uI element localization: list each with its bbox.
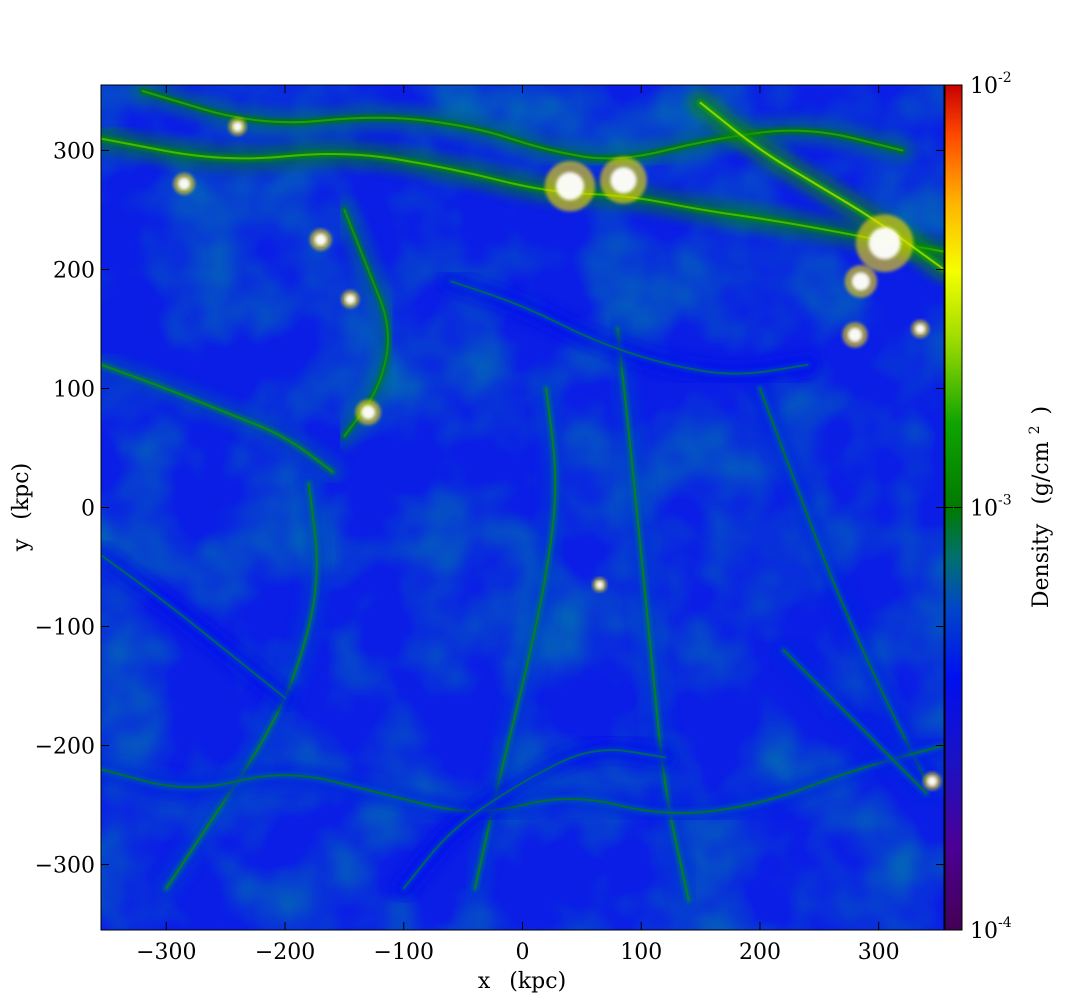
- clump-core-0: [555, 172, 584, 201]
- x-tick-label: −300: [136, 940, 196, 965]
- colorbar-label-field: Density: [1029, 523, 1054, 608]
- colorbar: 10-4 10-3 10-2 Density (g/cm 2 ): [944, 70, 1054, 944]
- clump-core-8: [232, 121, 243, 132]
- x-tick-label: 100: [620, 940, 662, 965]
- clump-core-7: [345, 294, 356, 305]
- colorbar-tick-label: 10-4: [970, 915, 1012, 944]
- y-tick-label: −300: [35, 854, 95, 879]
- x-tick-label: 200: [739, 940, 781, 965]
- clump-core-1: [610, 167, 637, 194]
- x-axis: −300 −200 −100 0 100 200 300: [136, 85, 900, 965]
- filament-spine-6: [474, 387, 557, 890]
- colorbar-gradient: [945, 85, 962, 930]
- filament-spine-3: [101, 363, 334, 473]
- y-tick-label: −100: [35, 616, 95, 641]
- filament-spine-13: [450, 280, 809, 375]
- filament-spine-12: [101, 554, 286, 699]
- filament-spine-11: [782, 649, 928, 795]
- y-tick-label: 300: [53, 139, 95, 164]
- clump-core-10: [847, 327, 862, 342]
- y-axis: −300 −200 −100 0 100 200 300: [35, 139, 944, 879]
- clump-core-6: [361, 405, 376, 420]
- colorbar-tick-label: 10-3: [970, 493, 1012, 522]
- colorbar-ticks: 10-4 10-3 10-2: [945, 70, 1012, 944]
- clump-core-4: [178, 177, 191, 190]
- y-tick-label: 0: [81, 497, 95, 522]
- y-axis-label: y (kpc): [9, 463, 34, 552]
- clump-core-2: [868, 227, 901, 260]
- density-heatmap: [101, 85, 944, 930]
- y-axis-label-text: y: [9, 538, 34, 552]
- colorbar-label-unit: (g/cm: [1029, 441, 1054, 504]
- x-axis-label: x (kpc): [478, 969, 566, 994]
- x-tick-label: 300: [858, 940, 900, 965]
- colorbar-label-unit-close: ): [1029, 406, 1054, 415]
- y-tick-label: −200: [35, 735, 95, 760]
- x-tick-label: −100: [374, 940, 434, 965]
- y-tick-label: 100: [53, 377, 95, 402]
- x-axis-label-unit: (kpc): [509, 969, 566, 994]
- clump-core-5: [314, 233, 327, 246]
- filament-spine-10: [402, 749, 666, 890]
- filament-spine-0: [101, 137, 944, 253]
- dense-clump-layer: [173, 117, 942, 791]
- colorbar-label: Density (g/cm 2 ): [1020, 406, 1054, 608]
- filament-spine-4: [343, 209, 389, 438]
- colorbar-tick-label: 10-2: [970, 70, 1012, 99]
- x-tick-label: 0: [516, 940, 530, 965]
- clump-core-3: [851, 272, 870, 291]
- y-axis-label-unit: (kpc): [9, 463, 34, 520]
- x-axis-label-text: x: [478, 969, 491, 994]
- colorbar-label-unit-exponent: 2: [1027, 425, 1043, 434]
- clump-core-9: [915, 323, 926, 334]
- x-tick-label: −200: [255, 940, 315, 965]
- clump-core-11: [595, 580, 604, 589]
- clump-core-12: [927, 776, 938, 787]
- y-tick-label: 200: [53, 258, 95, 283]
- filament-spine-8: [759, 387, 928, 783]
